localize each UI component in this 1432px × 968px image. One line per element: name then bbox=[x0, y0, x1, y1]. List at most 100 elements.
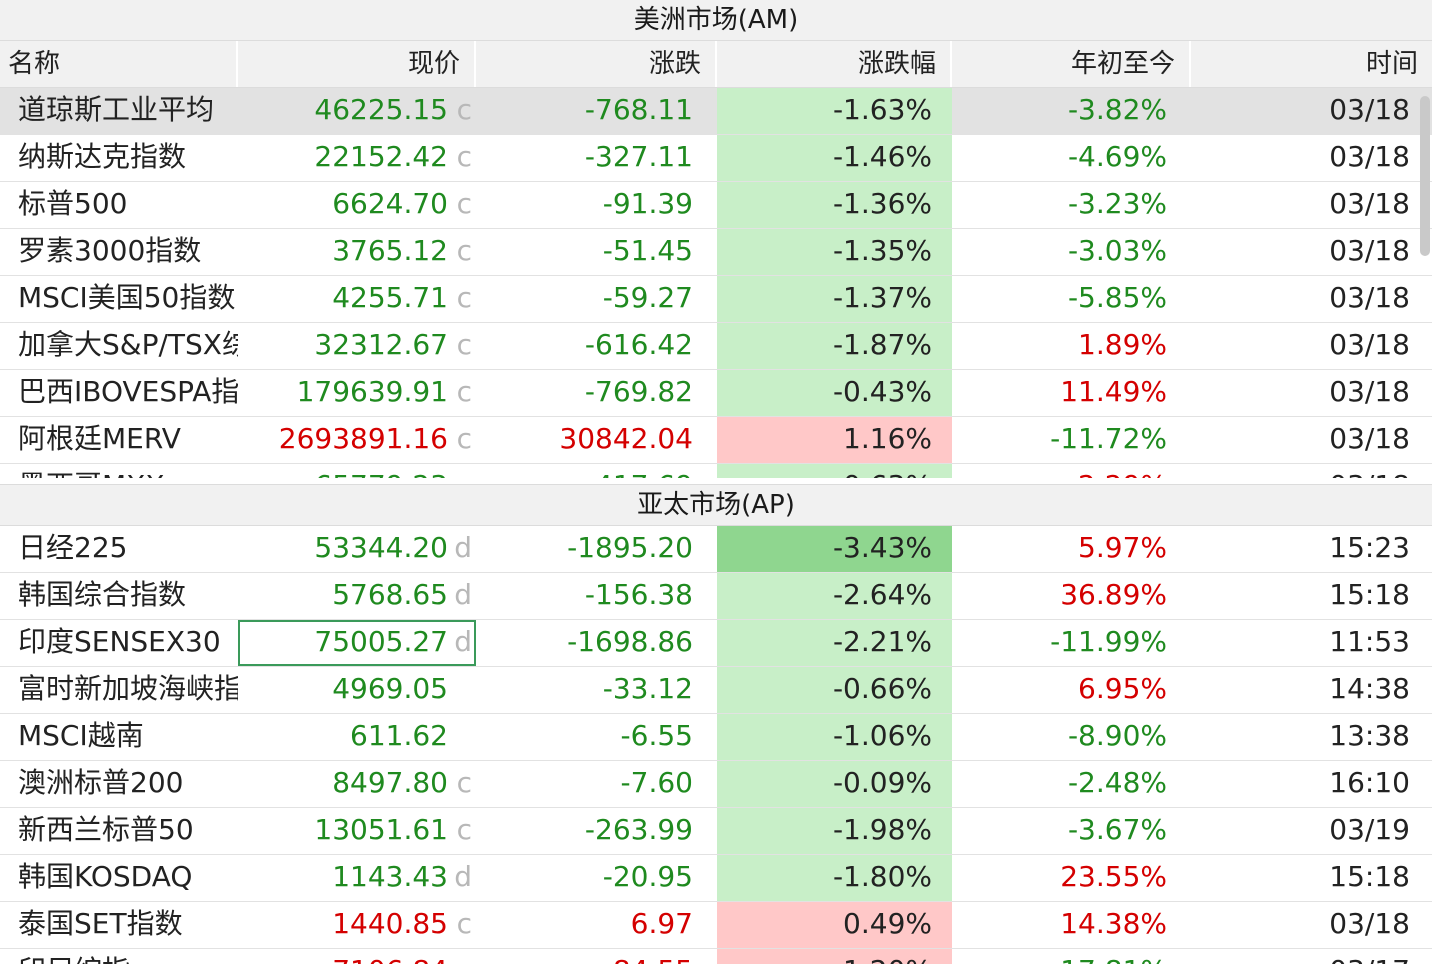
index-name: 澳洲标普200 bbox=[0, 761, 238, 807]
header-price[interactable]: 现价 bbox=[238, 41, 476, 87]
change-pct-cell-value: -1.46% bbox=[832, 140, 932, 173]
header-ytd[interactable]: 年初至今 bbox=[952, 41, 1191, 87]
time-cell: 03/17 bbox=[1191, 949, 1432, 964]
change-cell: -33.12 bbox=[476, 667, 717, 713]
quote-status-flag: c bbox=[456, 813, 472, 846]
ytd-cell: -3.67% bbox=[952, 808, 1191, 854]
time-cell-value: 03/19 bbox=[1329, 813, 1410, 846]
price-cell-value: 179639.91 bbox=[296, 375, 448, 408]
ytd-cell: 11.49% bbox=[952, 370, 1191, 416]
change-cell-value: 84.55 bbox=[613, 954, 693, 964]
change-cell-value: -33.12 bbox=[602, 672, 693, 705]
americas-market-section: 美洲市场(AM) 名称 现价 涨跌 涨跌幅 年初至今 时间 道琼斯工业平均 462… bbox=[0, 0, 1432, 478]
americas-rows: 道琼斯工业平均 46225.15 c -768.11 -1.63% -3.82% 03/18… bbox=[0, 88, 1432, 478]
time-cell-value: 03/18 bbox=[1329, 375, 1410, 408]
quote-status-flag: c bbox=[457, 949, 472, 964]
quote-status-flag: c bbox=[456, 328, 472, 361]
ytd-cell: 23.55% bbox=[952, 855, 1191, 901]
table-row[interactable]: 澳洲标普200 8497.80 c -7.60 -0.09% -2.48% 16:10 bbox=[0, 761, 1432, 808]
price-cell-value: 5768.65 bbox=[332, 578, 448, 611]
table-row[interactable]: 韩国综合指数 5768.65 d -156.38 -2.64% 36.89% 15:18 bbox=[0, 573, 1432, 620]
time-cell: 15:18 bbox=[1191, 855, 1432, 901]
price-cell-value: 3765.12 bbox=[332, 234, 448, 267]
index-name-value: 泰国SET指数 bbox=[18, 907, 183, 940]
quote-status-flag: c bbox=[456, 422, 472, 455]
index-name-value: 日经225 bbox=[18, 531, 128, 564]
table-row[interactable]: MSCI越南 611.62 -6.55 -1.06% -8.90% 13:38 bbox=[0, 714, 1432, 761]
index-name: 标普500 bbox=[0, 182, 238, 228]
change-cell: 30842.04 bbox=[476, 417, 717, 463]
change-cell-value: -1895.20 bbox=[567, 531, 693, 564]
change-cell: -263.99 bbox=[476, 808, 717, 854]
price-cell-value: 75005.27 bbox=[314, 625, 448, 658]
table-row[interactable]: 巴西IBOVESPA指 179639.91 c -769.82 -0.43% 11.49%… bbox=[0, 370, 1432, 417]
index-name: 罗素3000指数 bbox=[0, 229, 238, 275]
table-row[interactable]: 日经225 53344.20 d -1895.20 -3.43% 5.97% 15:23 bbox=[0, 526, 1432, 573]
change-cell: -6.55 bbox=[476, 714, 717, 760]
price-cell-value: 13051.61 bbox=[314, 813, 448, 846]
header-change-pct[interactable]: 涨跌幅 bbox=[717, 41, 952, 87]
scrollbar-thumb[interactable] bbox=[1420, 96, 1430, 256]
table-row[interactable]: 标普500 6624.70 c -91.39 -1.36% -3.23% 03/18 bbox=[0, 182, 1432, 229]
table-row[interactable]: 韩国KOSDAQ 1143.43 d -20.95 -1.80% 23.55% 15:18 bbox=[0, 855, 1432, 902]
price-cell-value: 1440.85 bbox=[332, 907, 448, 940]
index-name: 墨西哥MXX bbox=[0, 464, 238, 478]
table-row[interactable]: 泰国SET指数 1440.85 c 6.97 0.49% 14.38% 03/18 bbox=[0, 902, 1432, 949]
price-cell: 65779.23 c bbox=[238, 464, 476, 478]
table-row[interactable]: 罗素3000指数 3765.12 c -51.45 -1.35% -3.03% 03/18 bbox=[0, 229, 1432, 276]
ytd-cell: -4.69% bbox=[952, 135, 1191, 181]
price-cell: 53344.20 d bbox=[238, 526, 476, 572]
ytd-cell: 36.89% bbox=[952, 573, 1191, 619]
time-cell-value: 03/18 bbox=[1329, 469, 1410, 478]
index-name-value: 标普500 bbox=[18, 187, 128, 220]
price-cell-value: 611.62 bbox=[350, 719, 448, 752]
change-cell: -769.82 bbox=[476, 370, 717, 416]
index-name-value: MSCI美国50指数 bbox=[18, 281, 236, 314]
time-cell: 03/18 bbox=[1191, 902, 1432, 948]
table-row[interactable]: 道琼斯工业平均 46225.15 c -768.11 -1.63% -3.82% 03/18 bbox=[0, 88, 1432, 135]
change-pct-cell: 0.49% bbox=[717, 902, 952, 948]
index-name: 印度SENSEX30 bbox=[0, 620, 238, 666]
table-row[interactable]: 阿根廷MERV 2693891.16 c 30842.04 1.16% -11.72% 03… bbox=[0, 417, 1432, 464]
change-pct-cell-value: -1.37% bbox=[832, 281, 932, 314]
change-cell-value: -768.11 bbox=[584, 93, 693, 126]
change-pct-cell: -1.06% bbox=[717, 714, 952, 760]
time-cell: 03/19 bbox=[1191, 808, 1432, 854]
header-name[interactable]: 名称 bbox=[0, 41, 238, 87]
time-cell-value: 16:10 bbox=[1329, 766, 1410, 799]
change-pct-cell-value: -1.06% bbox=[832, 719, 932, 752]
ytd-cell: -11.99% bbox=[952, 620, 1191, 666]
quote-status-flag: c bbox=[456, 281, 472, 314]
price-cell: 3765.12 c bbox=[238, 229, 476, 275]
time-cell: 03/18 bbox=[1191, 276, 1432, 322]
change-pct-cell: -1.37% bbox=[717, 276, 952, 322]
index-name-value: 加拿大S&P/TSX综 bbox=[18, 328, 238, 361]
table-row[interactable]: 印尼综指 7106.84 c 84.55 1.20% -17.81% 03/17 bbox=[0, 949, 1432, 964]
time-cell: 13:38 bbox=[1191, 714, 1432, 760]
price-cell: 7106.84 c bbox=[238, 949, 476, 964]
table-row[interactable]: 加拿大S&P/TSX综 32312.67 c -616.42 -1.87% 1.89% 03… bbox=[0, 323, 1432, 370]
change-cell: -91.39 bbox=[476, 182, 717, 228]
price-cell-value: 32312.67 bbox=[314, 328, 448, 361]
change-cell: -1895.20 bbox=[476, 526, 717, 572]
quote-status-flag: d bbox=[454, 625, 472, 658]
table-row[interactable]: 纳斯达克指数 22152.42 c -327.11 -1.46% -4.69% 03/18 bbox=[0, 135, 1432, 182]
index-name-value: 新西兰标普50 bbox=[18, 813, 194, 846]
table-row[interactable]: 新西兰标普50 13051.61 c -263.99 -1.98% -3.67% 03/19 bbox=[0, 808, 1432, 855]
price-cell-value: 8497.80 bbox=[332, 766, 448, 799]
ytd-cell-value: -4.69% bbox=[1067, 140, 1167, 173]
price-cell: 13051.61 c bbox=[238, 808, 476, 854]
header-change[interactable]: 涨跌 bbox=[476, 41, 717, 87]
change-pct-cell: -1.35% bbox=[717, 229, 952, 275]
time-cell-value: 03/18 bbox=[1329, 422, 1410, 455]
price-cell-value: 1143.43 bbox=[332, 860, 448, 893]
ytd-cell-value: 6.95% bbox=[1078, 672, 1167, 705]
change-pct-cell-value: -2.21% bbox=[832, 625, 932, 658]
ytd-cell-value: 36.89% bbox=[1060, 578, 1167, 611]
table-row[interactable]: 富时新加坡海峡指 4969.05 -33.12 -0.66% 6.95% 14:38 bbox=[0, 667, 1432, 714]
change-pct-cell-value: 1.20% bbox=[843, 954, 932, 964]
header-time[interactable]: 时间 bbox=[1365, 49, 1418, 79]
table-row[interactable]: 印度SENSEX30 75005.27 d -1698.86 -2.21% -11.99%… bbox=[0, 620, 1432, 667]
table-row[interactable]: MSCI美国50指数 4255.71 c -59.27 -1.37% -5.85% 03/1… bbox=[0, 276, 1432, 323]
table-row[interactable]: 墨西哥MXX 65779.23 c -417.69 -0.63% 2.29% 03/18 bbox=[0, 464, 1432, 478]
